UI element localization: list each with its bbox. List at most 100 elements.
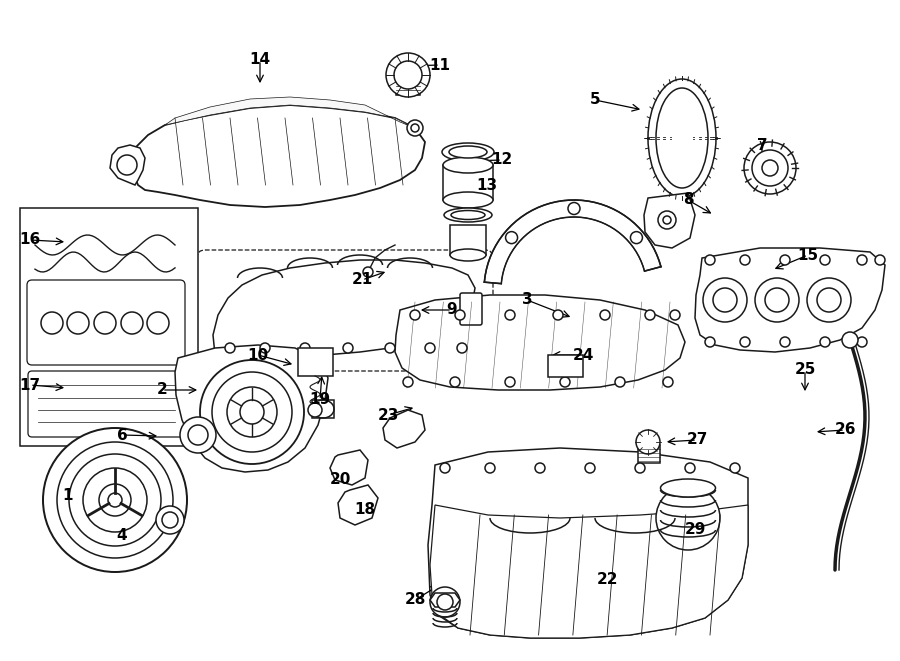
Circle shape (440, 463, 450, 473)
Polygon shape (175, 345, 328, 472)
Bar (312, 400, 334, 418)
Circle shape (560, 377, 570, 387)
Circle shape (99, 484, 131, 516)
Circle shape (705, 337, 715, 347)
Circle shape (411, 124, 419, 132)
Circle shape (180, 417, 216, 453)
Circle shape (645, 310, 655, 320)
Text: 14: 14 (249, 52, 271, 67)
Circle shape (363, 267, 373, 277)
Text: 5: 5 (590, 93, 600, 108)
Text: 10: 10 (248, 348, 268, 362)
Circle shape (875, 255, 885, 265)
Circle shape (200, 360, 304, 464)
Text: 26: 26 (834, 422, 856, 438)
Text: 19: 19 (310, 393, 330, 407)
Circle shape (300, 343, 310, 353)
Circle shape (635, 463, 645, 473)
Circle shape (740, 337, 750, 347)
Circle shape (121, 312, 143, 334)
Ellipse shape (661, 479, 716, 497)
Ellipse shape (450, 249, 486, 261)
Circle shape (553, 310, 563, 320)
Ellipse shape (443, 192, 493, 208)
Circle shape (457, 343, 467, 353)
Circle shape (685, 463, 695, 473)
Circle shape (842, 332, 858, 348)
Polygon shape (430, 505, 748, 638)
Circle shape (117, 155, 137, 175)
Circle shape (240, 400, 264, 424)
Circle shape (69, 454, 161, 546)
Circle shape (437, 594, 453, 610)
Polygon shape (330, 450, 368, 485)
Circle shape (188, 425, 208, 445)
Ellipse shape (451, 210, 485, 219)
Circle shape (162, 512, 178, 528)
Circle shape (585, 463, 595, 473)
Text: 24: 24 (572, 348, 594, 362)
Circle shape (260, 343, 270, 353)
Circle shape (455, 310, 465, 320)
Circle shape (147, 312, 169, 334)
Circle shape (430, 587, 460, 617)
Text: 3: 3 (522, 293, 532, 307)
Polygon shape (428, 448, 748, 638)
Text: 23: 23 (377, 407, 399, 422)
Text: 27: 27 (687, 432, 707, 447)
Text: 2: 2 (157, 383, 167, 397)
Bar (450, 225, 486, 255)
Polygon shape (395, 295, 685, 390)
Text: 9: 9 (446, 303, 457, 317)
Circle shape (807, 278, 851, 322)
Circle shape (857, 337, 867, 347)
Bar (638, 445, 660, 463)
Circle shape (108, 493, 122, 507)
Circle shape (410, 310, 420, 320)
Circle shape (765, 288, 789, 312)
Circle shape (630, 231, 643, 244)
Bar (20, 208, 198, 446)
Circle shape (600, 310, 610, 320)
Circle shape (450, 377, 460, 387)
Polygon shape (644, 193, 695, 248)
Bar (396, 75, 420, 95)
Circle shape (762, 160, 778, 176)
Circle shape (705, 255, 715, 265)
Polygon shape (130, 105, 425, 207)
Circle shape (67, 312, 89, 334)
Polygon shape (213, 260, 475, 356)
Circle shape (744, 142, 796, 194)
Circle shape (780, 337, 790, 347)
Ellipse shape (442, 143, 494, 161)
Text: 25: 25 (795, 362, 815, 377)
Circle shape (636, 430, 660, 454)
FancyBboxPatch shape (27, 280, 185, 365)
Circle shape (568, 202, 580, 215)
Circle shape (386, 53, 430, 97)
Text: 20: 20 (329, 473, 351, 488)
Text: 16: 16 (20, 233, 40, 247)
Text: 8: 8 (683, 192, 693, 208)
Text: 13: 13 (476, 178, 498, 192)
Circle shape (663, 377, 673, 387)
Bar (298, 348, 333, 376)
Circle shape (485, 463, 495, 473)
Polygon shape (430, 593, 460, 607)
Text: 7: 7 (757, 137, 768, 153)
Polygon shape (484, 200, 661, 284)
Bar (443, 165, 493, 200)
Polygon shape (165, 97, 415, 128)
Text: 28: 28 (404, 592, 426, 607)
Circle shape (394, 61, 422, 89)
Circle shape (656, 486, 720, 550)
Text: 29: 29 (684, 522, 706, 537)
Circle shape (670, 310, 680, 320)
Circle shape (780, 255, 790, 265)
Text: 17: 17 (20, 377, 40, 393)
Circle shape (308, 403, 322, 417)
Text: 22: 22 (598, 572, 619, 588)
Text: 11: 11 (429, 58, 451, 73)
Polygon shape (695, 248, 885, 352)
Circle shape (57, 442, 173, 558)
